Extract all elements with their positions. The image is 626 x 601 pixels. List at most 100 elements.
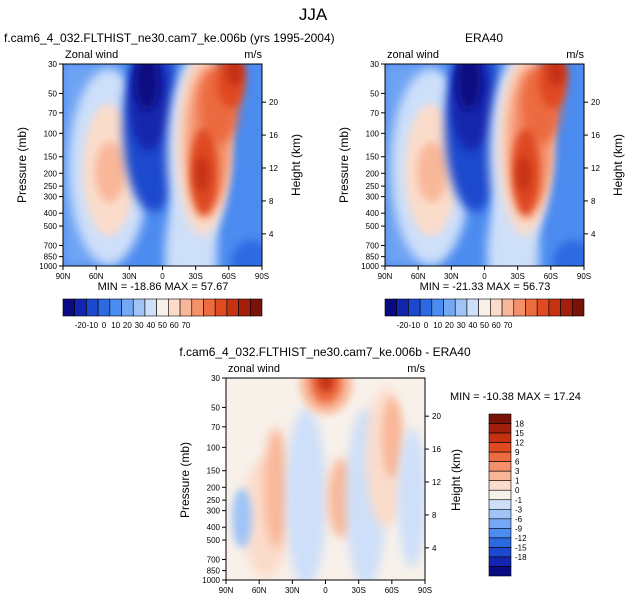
x-tick-label: 30N bbox=[285, 586, 300, 595]
y-tick-label: 200 bbox=[44, 169, 58, 178]
y-tick-label: 850 bbox=[366, 253, 380, 262]
obs-left-label: zonal wind bbox=[387, 49, 439, 61]
colorbar-swatch bbox=[488, 480, 512, 491]
colorbar-swatch bbox=[488, 556, 512, 567]
y-tick-label: 700 bbox=[207, 555, 221, 564]
x-tick-label: 60N bbox=[411, 272, 426, 281]
y2-tick-label: 20 bbox=[432, 412, 441, 421]
model-field bbox=[63, 64, 262, 266]
colorbar-swatch bbox=[513, 298, 526, 317]
colorbar-swatch bbox=[156, 298, 169, 317]
colorbar-label: 3 bbox=[515, 467, 520, 476]
figure-title: JJA bbox=[299, 5, 328, 24]
colorbar-swatch bbox=[488, 528, 512, 539]
diff-left-label: zonal wind bbox=[228, 363, 280, 375]
y-tick-label: 50 bbox=[48, 89, 57, 98]
y2-tick-label: 12 bbox=[432, 478, 441, 487]
obs-stats: MIN = -21.33 MAX = 56.73 bbox=[420, 281, 551, 293]
colorbar-label: 60 bbox=[492, 321, 501, 330]
y-tick-label: 70 bbox=[48, 109, 57, 118]
y-tick-label: 30 bbox=[370, 60, 379, 69]
x-tick-label: 90N bbox=[219, 586, 234, 595]
y-tick-label: 300 bbox=[366, 193, 380, 202]
y-tick-label: 250 bbox=[366, 182, 380, 191]
colorbar-label: -20 bbox=[397, 321, 409, 330]
colorbar-swatch bbox=[454, 298, 468, 317]
colorbar-label: -9 bbox=[515, 524, 523, 533]
colorbar-swatch bbox=[179, 298, 193, 317]
colorbar-swatch bbox=[62, 298, 76, 317]
colorbar-swatch bbox=[548, 298, 561, 317]
obs-y2-ticks: 20 16 12 8 4 bbox=[584, 98, 600, 239]
field-contour bbox=[457, 64, 481, 110]
y-tick-label: 850 bbox=[207, 567, 221, 576]
field-contour bbox=[517, 156, 531, 192]
y-tick-label: 100 bbox=[366, 129, 380, 138]
obs-field-art bbox=[385, 64, 584, 266]
x-tick-label: 90S bbox=[255, 272, 269, 281]
y-tick-label: 50 bbox=[370, 89, 379, 98]
colorbar-swatch bbox=[191, 298, 204, 317]
x-tick-label: 0 bbox=[482, 272, 487, 281]
y-tick-label: 700 bbox=[44, 241, 58, 250]
y-tick-label: 500 bbox=[366, 222, 380, 231]
colorbar-swatch bbox=[132, 298, 146, 317]
obs-y2-axis-label: Height (km) bbox=[611, 134, 625, 196]
colorbar-swatch bbox=[560, 298, 573, 317]
colorbar-swatch bbox=[109, 298, 122, 317]
colorbar-swatch bbox=[488, 499, 512, 510]
y-tick-label: 1000 bbox=[39, 262, 57, 271]
x-tick-label: 60S bbox=[544, 272, 558, 281]
y2-tick-label: 4 bbox=[591, 230, 596, 239]
colorbar-swatch bbox=[488, 451, 512, 462]
colorbar-label: 30 bbox=[457, 321, 466, 330]
colorbar-swatch bbox=[488, 470, 512, 482]
y-tick-label: 850 bbox=[44, 253, 58, 262]
colorbar-swatch bbox=[525, 298, 538, 317]
colorbar-swatch bbox=[490, 298, 503, 317]
y-tick-label: 250 bbox=[207, 496, 221, 505]
colorbar-label: 9 bbox=[515, 448, 520, 457]
y-tick-label: 150 bbox=[207, 467, 221, 476]
colorbar-label: 12 bbox=[515, 439, 524, 448]
x-tick-label: 0 bbox=[160, 272, 165, 281]
obs-field bbox=[385, 64, 584, 266]
x-tick-label: 60N bbox=[89, 272, 104, 281]
y-tick-label: 500 bbox=[44, 222, 58, 231]
field-contour bbox=[232, 488, 252, 548]
colorbar-label: 10 bbox=[433, 321, 442, 330]
obs-colorbar: -20 -10 0 10 20 30 40 50 60 70 bbox=[384, 298, 585, 330]
diff-field-art bbox=[226, 378, 425, 580]
diff-y-axis-label: Pressure (mb) bbox=[178, 442, 192, 518]
y-tick-label: 100 bbox=[207, 443, 221, 452]
colorbar-label: -20 bbox=[75, 321, 87, 330]
diff-panel-title: f.cam6_4_032.FLTHIST_ne30.cam7_ke.006b -… bbox=[179, 345, 471, 359]
y2-tick-label: 8 bbox=[269, 197, 274, 206]
y2-tick-label: 16 bbox=[269, 131, 278, 140]
colorbar-swatch bbox=[488, 508, 512, 520]
y-tick-label: 400 bbox=[207, 523, 221, 532]
obs-x-ticks: 90N 60N 30N 0 30S 60S 90S bbox=[378, 266, 591, 281]
y2-tick-label: 8 bbox=[591, 197, 596, 206]
x-tick-label: 30N bbox=[444, 272, 459, 281]
y-tick-label: 500 bbox=[207, 536, 221, 545]
colorbar-swatch bbox=[97, 298, 111, 317]
colorbar-label: -18 bbox=[515, 553, 527, 562]
colorbar-swatch bbox=[431, 298, 444, 317]
colorbar-label: 60 bbox=[170, 321, 179, 330]
x-tick-label: 90N bbox=[378, 272, 393, 281]
colorbar-label: 30 bbox=[135, 321, 144, 330]
colorbar-label: 0 bbox=[102, 321, 107, 330]
field-contour bbox=[135, 64, 159, 110]
field-contour bbox=[95, 142, 125, 202]
obs-y-axis-label: Pressure (mb) bbox=[337, 127, 351, 203]
model-x-ticks: 90N 60N 30N 0 30S 60S 90S bbox=[56, 266, 269, 281]
y-tick-label: 150 bbox=[366, 153, 380, 162]
colorbar-swatch bbox=[121, 298, 134, 317]
y-tick-label: 30 bbox=[48, 60, 57, 69]
colorbar-label: 15 bbox=[515, 429, 524, 438]
colorbar-swatch bbox=[488, 518, 512, 529]
x-tick-label: 60N bbox=[252, 586, 267, 595]
